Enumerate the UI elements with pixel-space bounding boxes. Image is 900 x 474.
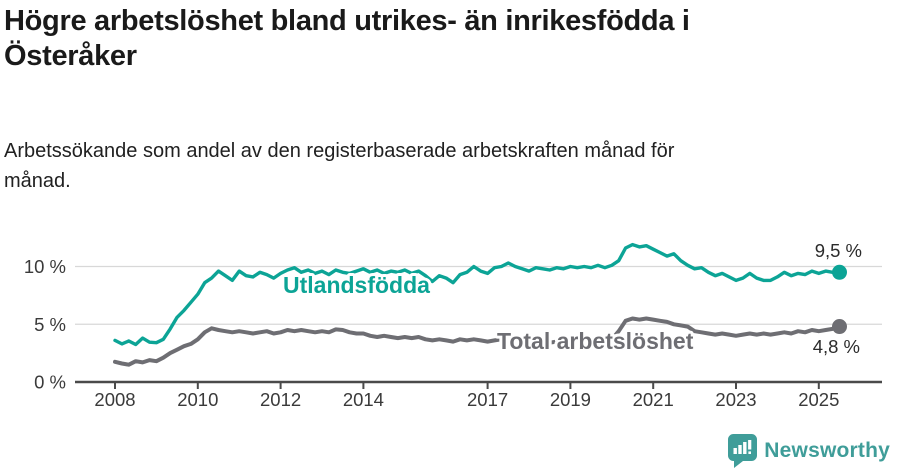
x-axis-tick-label: 2008 (94, 389, 135, 410)
chart-subtitle-line1: Arbetssökande som andel av den registerb… (4, 140, 675, 162)
series-end-dot (832, 264, 848, 280)
x-axis-tick-label: 2017 (467, 389, 508, 410)
series-end-value-label: 9,5 % (815, 240, 862, 261)
y-axis-tick-label: 0 % (34, 372, 66, 393)
x-axis-tick-label: 2019 (550, 389, 591, 410)
y-axis-tick-label: 10 % (24, 256, 66, 277)
newsworthy-logo: Newsworthy (728, 434, 890, 468)
y-axis-tick-label: 5 % (34, 314, 66, 335)
series-line-total-arbetsloshet (113, 316, 842, 367)
series-end-value-label: 4,8 % (813, 336, 860, 357)
page-title-line1: Högre arbetslöshet bland utrikes- än inr… (4, 5, 690, 37)
x-axis-tick-label: 2010 (177, 389, 218, 410)
chart-subtitle-line2: månad. (4, 170, 71, 192)
chart-subtitle: Arbetssökande som andel av den registerb… (4, 136, 884, 196)
series-line-utlandsfodda (113, 242, 842, 347)
x-axis-tick-label: 2021 (633, 389, 674, 410)
x-axis-tick-label: 2014 (343, 389, 384, 410)
x-axis-tick-label: 2023 (715, 389, 756, 410)
series-inline-label: Utlandsfödda (283, 272, 430, 298)
bar-chart-speech-bubble-icon (728, 434, 758, 468)
page-title-line2: Österåker (4, 40, 137, 72)
page-title: Högre arbetslöshet bland utrikes- än inr… (4, 4, 884, 74)
x-axis-tick-label: 2012 (260, 389, 301, 410)
series-end-dot (832, 319, 848, 335)
series-inline-label: Total arbetslöshet (497, 328, 694, 354)
newsworthy-brand-text: Newsworthy (764, 439, 890, 462)
x-axis-tick-label: 2025 (798, 389, 839, 410)
